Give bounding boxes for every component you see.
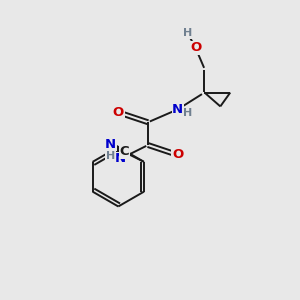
Text: H: H [183, 28, 192, 38]
Text: H: H [183, 108, 192, 118]
Text: C: C [119, 146, 129, 158]
Text: O: O [172, 148, 183, 161]
Text: N: N [115, 152, 126, 165]
Text: N: N [172, 103, 183, 116]
Text: O: O [190, 41, 201, 55]
Text: N: N [105, 138, 116, 151]
Text: O: O [113, 106, 124, 119]
Text: H: H [106, 151, 115, 161]
